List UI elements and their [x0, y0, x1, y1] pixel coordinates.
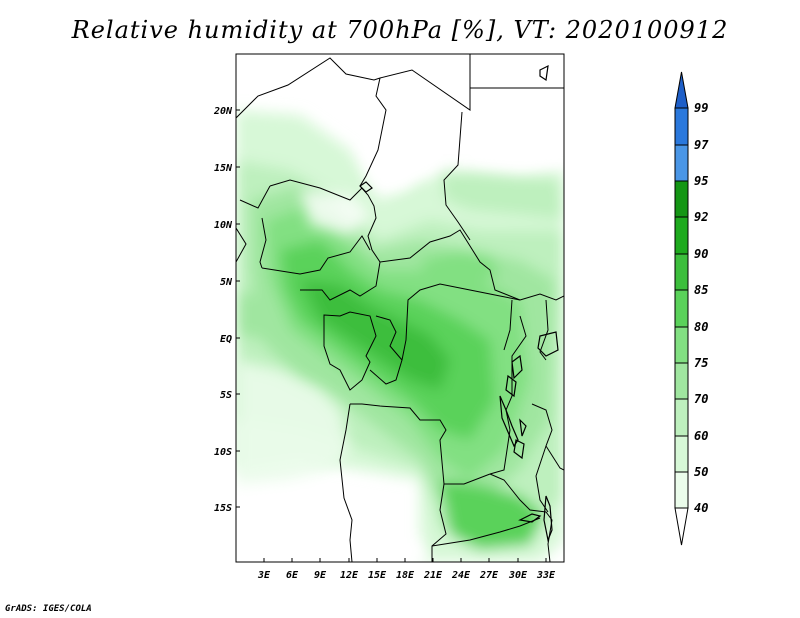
colorbar-label: 70 — [694, 392, 708, 406]
colorbar-label: 80 — [694, 320, 708, 334]
colorbar-segment — [674, 398, 689, 437]
lon-label: 27E — [479, 570, 499, 581]
lat-label: 5S — [220, 390, 232, 401]
colorbar-top-arrow — [674, 71, 689, 109]
lon-label: 9E — [314, 570, 327, 581]
colorbar-segment — [674, 253, 689, 291]
colorbar-segment — [674, 180, 689, 218]
lat-label: EQ — [220, 334, 232, 345]
map-frame — [235, 53, 565, 563]
colorbar-label: 92 — [694, 210, 708, 224]
colorbar-label: 40 — [694, 501, 708, 515]
lakes — [359, 64, 559, 543]
colorbar-segment — [674, 216, 689, 255]
colorbar-label: 90 — [694, 247, 708, 261]
lon-label: 33E — [536, 570, 556, 581]
country-borders — [236, 54, 564, 562]
footer-credit: GrADS: IGES/COLA — [5, 604, 92, 614]
colorbar-segment — [674, 362, 689, 400]
lat-label: 5N — [220, 277, 233, 288]
colorbar-segment — [674, 144, 689, 182]
humidity-field — [236, 54, 564, 562]
lon-label: 24E — [451, 570, 471, 581]
lon-label: 12E — [340, 570, 359, 581]
colorbar-label: 85 — [694, 283, 708, 297]
colorbar-label: 60 — [694, 429, 708, 443]
colorbar-label: 75 — [694, 356, 708, 370]
longitude-axis: 3E 6E 9E 12E 15E 18E 21E 24E 27E 30E 33E — [257, 558, 556, 581]
lat-label: 10S — [214, 447, 232, 458]
colorbar-label: 50 — [694, 465, 708, 479]
colorbar-segment — [674, 435, 689, 473]
colorbar-label: 97 — [694, 138, 709, 152]
lon-label: 3E — [257, 570, 271, 581]
colorbar-label: 95 — [694, 174, 708, 188]
colorbar-segment — [674, 107, 689, 146]
lon-label: 6E — [286, 570, 299, 581]
lat-label: 15N — [214, 163, 233, 174]
lon-label: 18E — [396, 570, 415, 581]
colorbar-segment — [674, 326, 689, 364]
colorbar-bottom-arrow — [674, 507, 689, 546]
colorbar-segment — [674, 289, 689, 328]
lat-label: 15S — [214, 503, 232, 514]
colorbar-label: 99 — [694, 101, 708, 115]
lon-label: 21E — [423, 570, 443, 581]
colorbar-segment — [674, 471, 689, 509]
lat-label: 10N — [214, 220, 233, 231]
lon-label: 30E — [508, 570, 528, 581]
colorbar: 99 97 95 92 90 85 80 75 70 60 50 40 — [674, 71, 709, 546]
lat-label: 20N — [213, 106, 233, 117]
latitude-axis: 20N 15N 10N 5N EQ 5S 10S 15S — [213, 106, 240, 514]
lon-label: 15E — [368, 570, 387, 581]
map-title: Relative humidity at 700hPa [%], VT: 202… — [71, 16, 729, 44]
